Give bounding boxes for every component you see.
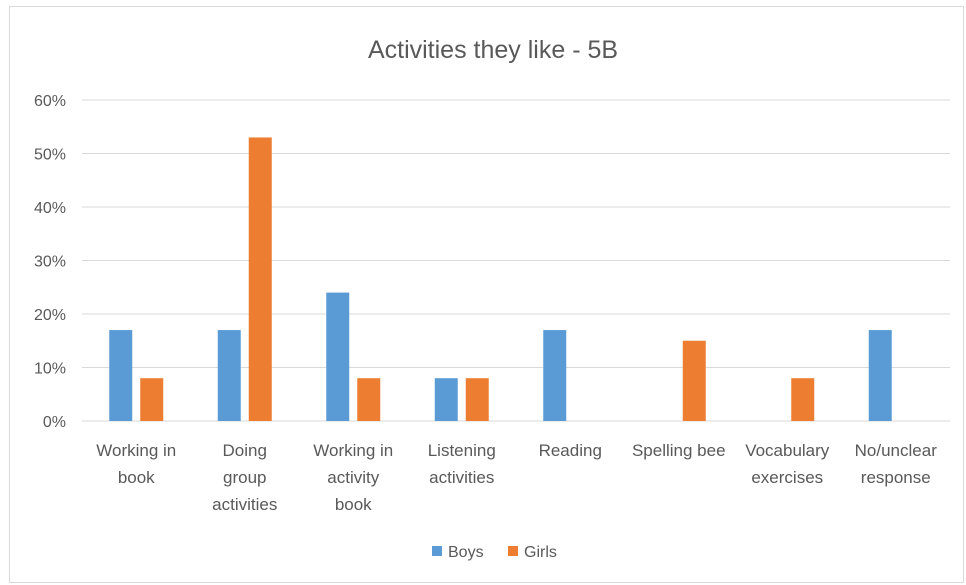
y-tick-label: 10% [34, 361, 66, 378]
x-tick-label: Listening activities [428, 441, 496, 487]
y-tick-label: 60% [34, 93, 66, 110]
bar-girls-5 [682, 340, 706, 421]
x-tick-label: Reading [539, 441, 602, 460]
bar-boys-1 [217, 330, 241, 421]
y-tick-label: 0% [43, 414, 66, 431]
bar-boys-3 [434, 378, 458, 421]
legend-swatch [432, 546, 442, 556]
y-tick-label: 40% [34, 200, 66, 217]
legend-label: Girls [524, 544, 557, 561]
legend-label: Boys [448, 544, 484, 561]
x-tick-label: Vocabulary exercises [745, 441, 830, 487]
chart-title: Activities they like - 5B [368, 36, 618, 64]
bar-girls-3 [465, 378, 489, 421]
y-axis: 0% 10% 20% 30% 40% 50% 60% [34, 93, 66, 431]
x-tick-label: Spelling bee [632, 441, 726, 460]
x-tick-label: Working in activity book [313, 441, 393, 514]
bar-boys-7 [868, 330, 892, 421]
bar-girls-2 [357, 378, 381, 421]
bar-boys-4 [543, 330, 567, 421]
chart-frame [9, 6, 964, 583]
y-tick-label: 50% [34, 147, 66, 164]
bar-girls-6 [791, 378, 815, 421]
bars [109, 137, 892, 421]
x-axis: Working in book Doing group activities Workin… [96, 441, 937, 514]
gridlines [82, 99, 950, 422]
bar-boys-2 [326, 292, 350, 421]
legend: Boys Girls [432, 544, 557, 561]
bar-boys-0 [109, 330, 133, 421]
bar-girls-0 [140, 378, 164, 421]
legend-swatch [508, 546, 518, 556]
x-tick-label: Doing group activities [212, 441, 277, 514]
y-tick-label: 30% [34, 254, 66, 271]
bar-girls-1 [248, 137, 272, 421]
x-tick-label: Working in book [96, 441, 176, 487]
x-tick-label: No/unclear response [855, 441, 938, 487]
y-tick-label: 20% [34, 307, 66, 324]
